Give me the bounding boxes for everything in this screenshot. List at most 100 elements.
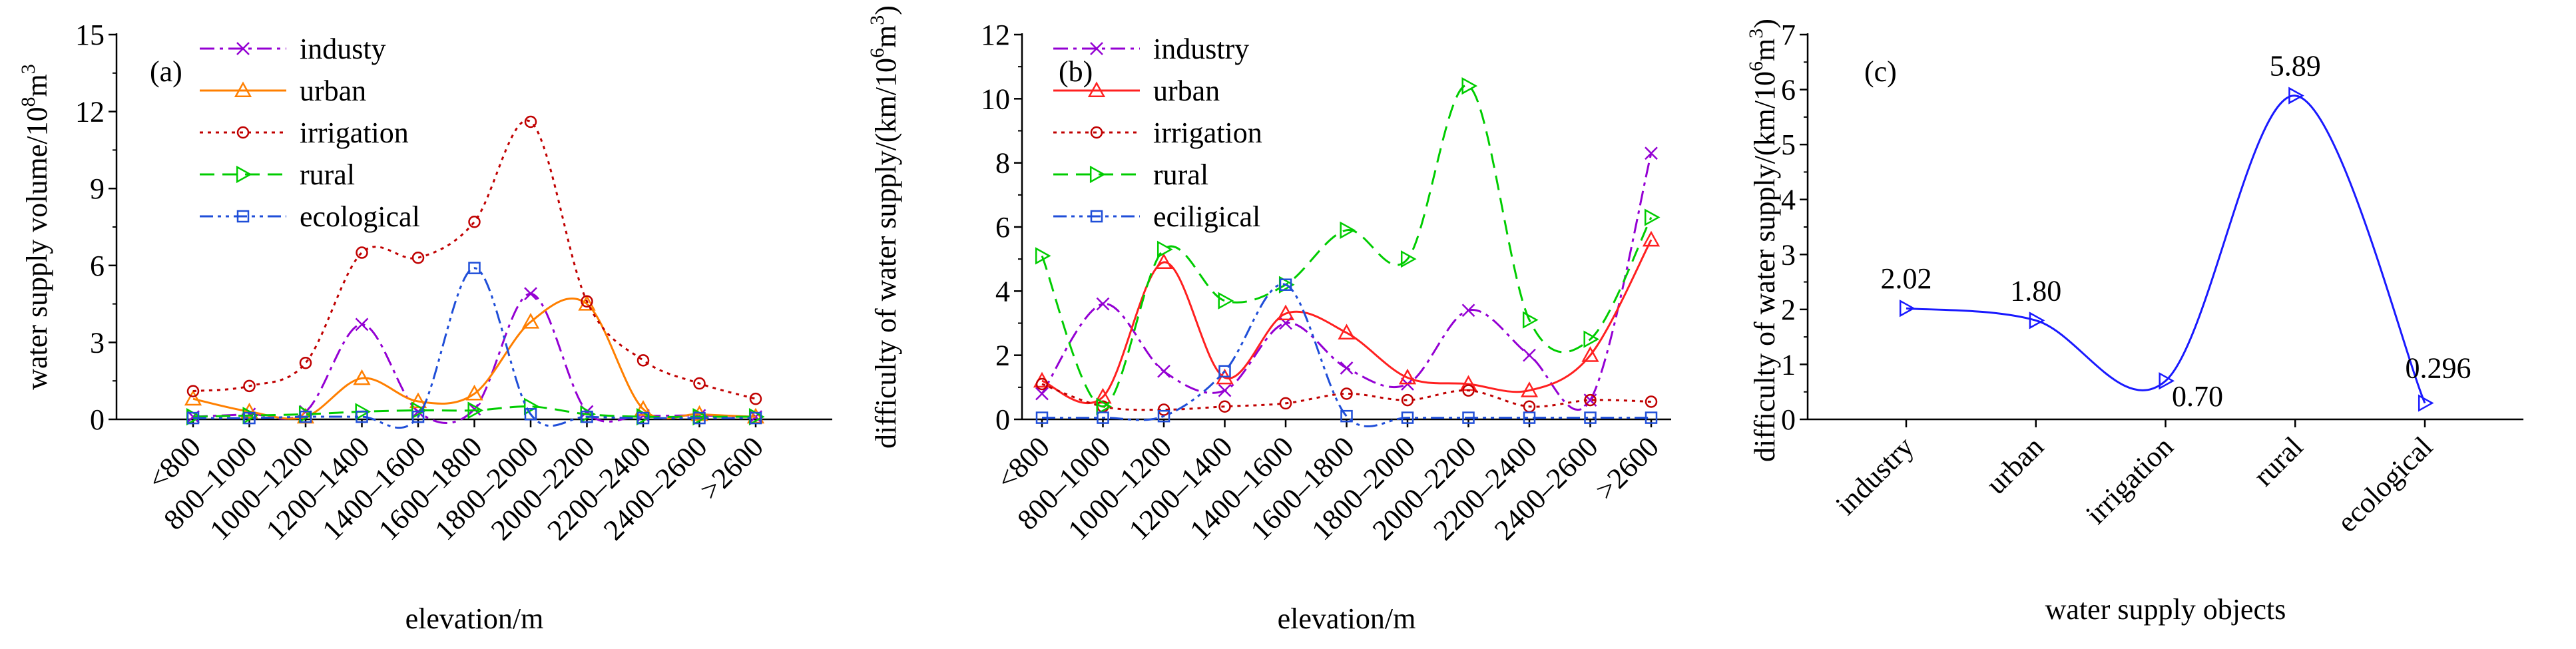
data-point-industy: [355, 318, 369, 331]
legend-item-rural: rural: [1053, 158, 1208, 191]
data-point-irrigation: [749, 392, 762, 405]
chart-panel-3: 0 1 2 3 4 5 6 7 industry urban irrigation rural ecol…: [1745, 19, 2523, 626]
series-line-industry: [1041, 152, 1653, 411]
data-point-rural: [523, 397, 540, 415]
legend-item-irrigation: irrigation: [200, 116, 409, 149]
data-point-rural: [1522, 311, 1539, 329]
legend-label: industry: [1153, 33, 1249, 65]
series-irrigation: [186, 115, 762, 405]
data-point-eciligical: [1340, 409, 1353, 423]
series-line-ecological: [192, 267, 756, 429]
series-industy: [186, 287, 762, 424]
series-ecological: [186, 262, 762, 429]
y-axis-title-part: water supply volume/10: [21, 107, 53, 389]
data-point-irrigation: [411, 251, 425, 264]
data-point-ecological: [243, 411, 256, 425]
series-line-industy: [192, 292, 756, 424]
x-tick-label: industry: [1829, 430, 1920, 521]
legend-item-urban: urban: [1053, 75, 1220, 107]
series-line-difficulty: [1906, 95, 2426, 404]
y-tick-label: 4: [1781, 184, 1796, 216]
data-point-rural: [1218, 292, 1234, 310]
legend-label: irrigation: [1153, 116, 1262, 149]
legend-swatch-marker: [1090, 210, 1103, 223]
data-point-eciligical: [1401, 411, 1414, 424]
data-point-urban: [578, 295, 596, 311]
legend-swatch-marker: [1087, 81, 1106, 98]
y-axis-title-superscript: 3: [1745, 29, 1767, 39]
data-point-irrigation: [1462, 384, 1475, 397]
legend-label: ecological: [300, 200, 420, 233]
y-tick-label: 10: [981, 83, 1010, 115]
data-point-rural: [1340, 221, 1356, 239]
data-point-ecological: [186, 411, 200, 425]
y-axis-title-part: difficulty of water supply/(km/10: [870, 58, 902, 449]
legend-swatch-marker: [1090, 42, 1103, 55]
data-point-urban: [1520, 381, 1539, 397]
legend-item-industry: industry: [1053, 33, 1249, 65]
data-point-urban: [1338, 324, 1356, 339]
data-point-eciligical: [1097, 411, 1109, 424]
data-point-irrigation: [299, 356, 312, 369]
series-eciligical: [1035, 278, 1658, 428]
series-rural: [1035, 77, 1661, 415]
legend-label: urban: [1153, 75, 1220, 107]
y-tick-label: 7: [1781, 19, 1796, 51]
legend-label: eciligical: [1153, 200, 1260, 233]
data-point-ecological: [356, 410, 368, 423]
data-point-irrigation: [1340, 387, 1353, 400]
y-tick-label: 0: [90, 403, 105, 436]
data-point-eciligical: [1218, 365, 1231, 377]
x-axis-title: elevation/m: [405, 602, 544, 635]
y-axis-title-superscript: 3: [866, 15, 888, 25]
data-point-ecological: [299, 410, 312, 423]
x-axis-title: elevation/m: [1278, 602, 1416, 635]
y-tick-label: 9: [90, 172, 105, 205]
legend-swatch-marker: [1090, 126, 1103, 139]
legend-item-industy: industy: [200, 33, 386, 65]
x-tick-label: rural: [2247, 430, 2309, 492]
data-point-difficulty: [2159, 372, 2175, 390]
data-point-urban: [1642, 230, 1661, 247]
panel-label: (a): [150, 55, 182, 88]
data-point-rural: [1644, 208, 1661, 226]
legend-swatch-marker: [236, 42, 250, 55]
data-point-irrigation: [356, 246, 368, 259]
series-urban: [184, 295, 765, 424]
panel-label: (b): [1059, 55, 1093, 88]
data-point-industry: [1523, 348, 1536, 362]
legend-item-ecological: ecological: [200, 200, 420, 233]
data-point-eciligical: [1645, 411, 1658, 424]
data-point-irrigation: [637, 354, 650, 367]
legend-item-irrigation: irrigation: [1053, 116, 1262, 149]
data-point-industry: [1340, 361, 1354, 375]
legend-swatch-marker: [236, 210, 250, 223]
data-point-urban: [521, 312, 540, 329]
data-point-ecological: [693, 411, 706, 425]
y-tick-label: 1: [1781, 348, 1796, 381]
series-line-rural: [1041, 85, 1653, 408]
y-axis-title: water supply volume/108m3: [17, 64, 53, 390]
data-point-industry: [1645, 146, 1658, 160]
data-point-urban: [1398, 368, 1417, 385]
data-point-ecological: [468, 262, 481, 274]
y-tick-label: 2: [995, 339, 1010, 372]
legend-swatch-marker: [1089, 165, 1106, 184]
data-point-ecological: [637, 411, 650, 425]
data-point-irrigation: [1645, 395, 1658, 408]
y-axis-title-part: difficulty of water supply/(km/10: [1748, 71, 1781, 462]
x-tick-label: >2600: [694, 430, 770, 506]
y-axis-title-superscript: 6: [866, 48, 888, 58]
y-tick-label: 2: [1781, 294, 1796, 326]
legend-label: irrigation: [300, 116, 409, 149]
data-point-eciligical: [1584, 411, 1597, 424]
y-axis-title-part: m: [1748, 39, 1781, 61]
legend-label: rural: [1153, 158, 1208, 191]
data-label: 5.89: [2270, 50, 2321, 83]
legend-label: urban: [300, 75, 366, 107]
data-point-industry: [1218, 383, 1232, 397]
series-irrigation: [1035, 377, 1658, 416]
data-point-urban: [1276, 304, 1295, 321]
panel-label: (c): [1864, 55, 1897, 88]
